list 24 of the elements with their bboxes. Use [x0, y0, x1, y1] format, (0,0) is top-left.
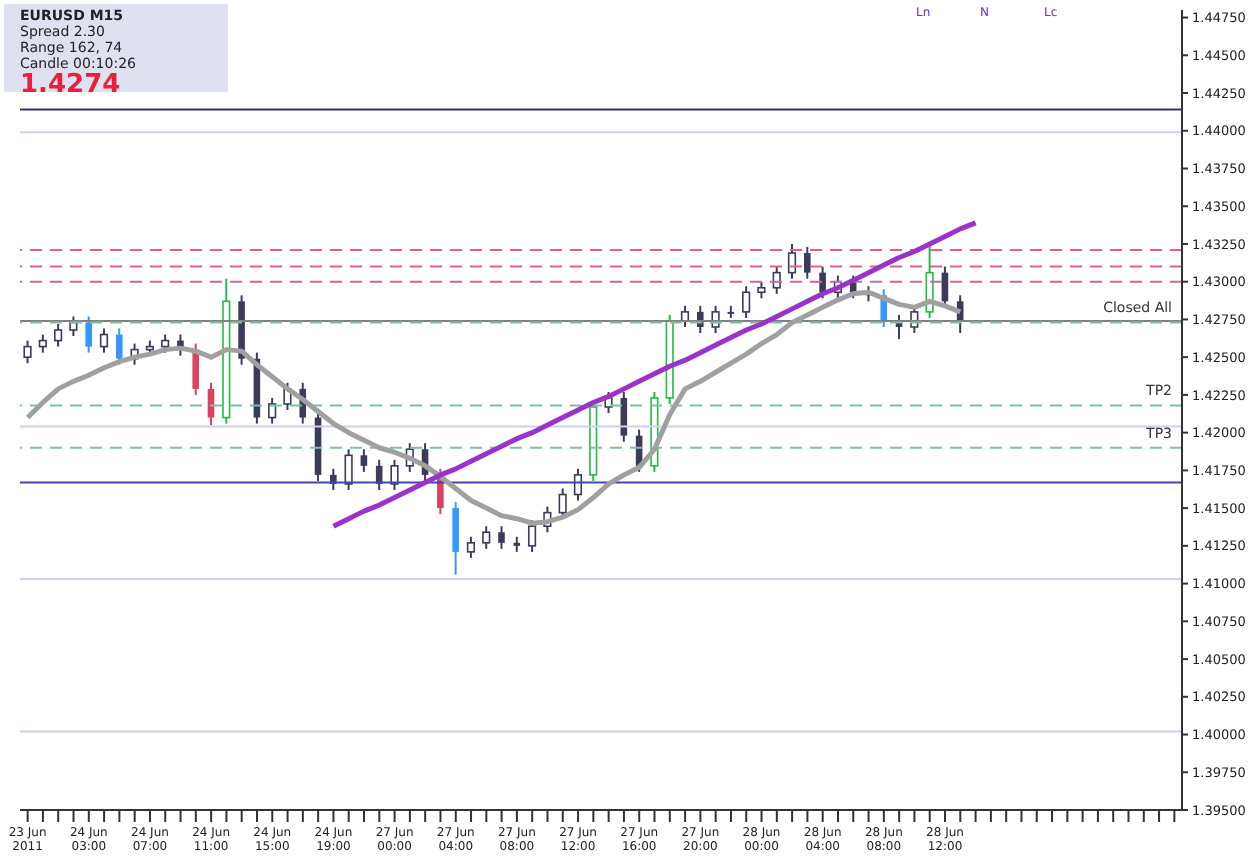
candlestick: [803, 245, 811, 280]
candlestick: [38, 333, 47, 354]
annotation: 1.4274: [20, 70, 123, 100]
line-series: [330, 220, 979, 529]
candlestick: [482, 525, 491, 550]
candlestick: [99, 327, 109, 354]
candlestick: [23, 339, 32, 365]
candlestick: [360, 448, 368, 473]
candlestick: [527, 519, 537, 553]
candlestick: [115, 327, 123, 366]
candlestick: [772, 265, 781, 295]
candlestick: [787, 242, 797, 280]
candlestick: [85, 315, 92, 354]
candlestick: [69, 315, 78, 338]
candlestick: [742, 285, 751, 319]
candlestick: [558, 487, 567, 520]
candlestick: [344, 448, 353, 491]
candlestick: [390, 458, 399, 491]
candlestick: [192, 342, 200, 396]
candlestick: [466, 535, 476, 559]
candlestick: [498, 525, 505, 550]
candlestick: [54, 322, 63, 348]
candlestick: [819, 265, 826, 300]
candlestick: [452, 501, 459, 576]
